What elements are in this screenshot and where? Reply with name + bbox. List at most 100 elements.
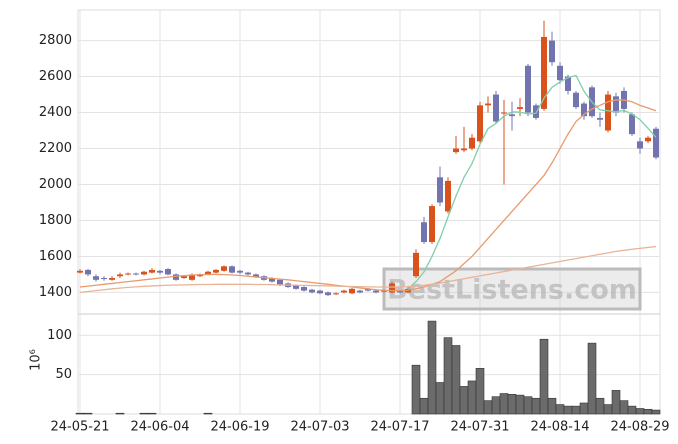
candle-body	[445, 180, 451, 212]
volume-bar	[555, 404, 565, 415]
candle-body	[125, 273, 131, 275]
candle-body	[109, 278, 115, 280]
candle-body	[421, 222, 427, 243]
x-tick-label: 24-07-31	[450, 420, 509, 435]
volume-bar	[619, 400, 629, 415]
volume-bar	[139, 412, 149, 415]
candle	[165, 268, 171, 276]
x-tick-label: 24-07-17	[370, 420, 429, 435]
candle-body	[213, 269, 219, 273]
candle-body	[269, 278, 275, 282]
volume-bar	[643, 408, 653, 415]
candle	[653, 126, 659, 160]
candle	[93, 274, 99, 282]
candle	[149, 268, 155, 274]
volume-bar	[475, 368, 485, 415]
candle-body	[509, 114, 515, 117]
candle	[629, 112, 635, 136]
candle-body	[637, 141, 643, 149]
candle	[573, 90, 579, 109]
volume-bar	[411, 364, 421, 415]
candle-body	[485, 103, 491, 106]
candle	[493, 90, 499, 124]
candle	[637, 137, 643, 154]
candle	[437, 166, 443, 207]
candle-body	[189, 274, 195, 280]
candle	[85, 269, 91, 277]
x-tick-label: 24-06-04	[130, 420, 189, 435]
candle-body	[469, 137, 475, 149]
candle-body	[141, 271, 147, 275]
candle	[157, 269, 163, 275]
volume-bar	[571, 405, 581, 415]
volume-bar	[507, 394, 517, 415]
moving-average-line	[79, 99, 657, 292]
candle-body	[613, 96, 619, 113]
candle-body	[181, 276, 187, 279]
candle-body	[293, 285, 299, 289]
x-tick-label: 24-08-14	[530, 420, 589, 435]
candle	[77, 269, 83, 274]
volume-bar	[531, 397, 541, 415]
candle	[133, 272, 139, 276]
candle-body	[221, 266, 227, 271]
candle-body	[117, 274, 123, 277]
candle	[557, 62, 563, 84]
x-tick-label: 24-06-19	[210, 420, 269, 435]
candle-body	[573, 92, 579, 108]
candle	[101, 276, 107, 281]
grid	[78, 10, 660, 414]
candle-body	[581, 103, 587, 117]
candle-body	[525, 65, 531, 113]
volume-bar	[467, 380, 477, 415]
candle	[517, 98, 523, 117]
candle-body	[349, 288, 355, 294]
candle-body	[437, 177, 443, 203]
candle-body	[165, 269, 171, 275]
volume-bar	[491, 396, 501, 415]
candle	[477, 101, 483, 144]
candle-body	[413, 252, 419, 277]
candle	[501, 99, 507, 185]
y-tick-label: 1800	[39, 213, 72, 228]
moving-average-line	[407, 74, 657, 290]
volume-bar	[595, 397, 605, 415]
candle	[117, 272, 123, 279]
candle	[325, 291, 331, 297]
candle	[525, 63, 531, 117]
volume-bar	[611, 390, 621, 415]
volume-bar	[203, 412, 213, 415]
x-tick-label: 24-05-21	[50, 420, 109, 435]
y-tick-label: 100	[47, 328, 72, 343]
candle	[645, 135, 651, 144]
volume-bar	[483, 400, 493, 415]
volume-bar	[547, 397, 557, 415]
candle	[429, 204, 435, 244]
volume-axis-label: 10⁶	[29, 349, 44, 371]
candle	[125, 272, 131, 276]
volume-bar	[563, 405, 573, 415]
candle-body	[205, 271, 211, 275]
volume-bar	[435, 382, 445, 415]
y-tick-label: 2800	[39, 33, 72, 48]
candle	[109, 276, 115, 281]
candle	[341, 289, 347, 294]
watermark: BestListens.com	[382, 267, 642, 311]
y-tick-label: 2000	[39, 177, 72, 192]
candle-body	[365, 288, 371, 291]
plot-frame	[77, 9, 661, 415]
volume-bar	[651, 409, 661, 415]
volume-bar	[115, 412, 125, 415]
y-tick-label: 2600	[39, 69, 72, 84]
candle	[453, 135, 459, 154]
candle-body	[85, 269, 91, 275]
candle-body	[629, 114, 635, 135]
candle-body	[453, 148, 459, 153]
candle-body	[373, 290, 379, 293]
volume-bar	[587, 342, 597, 415]
candle-body	[645, 137, 651, 142]
volume-bar	[443, 337, 453, 415]
candle-body	[157, 270, 163, 273]
candle	[309, 288, 315, 294]
moving-average-line	[79, 245, 657, 294]
